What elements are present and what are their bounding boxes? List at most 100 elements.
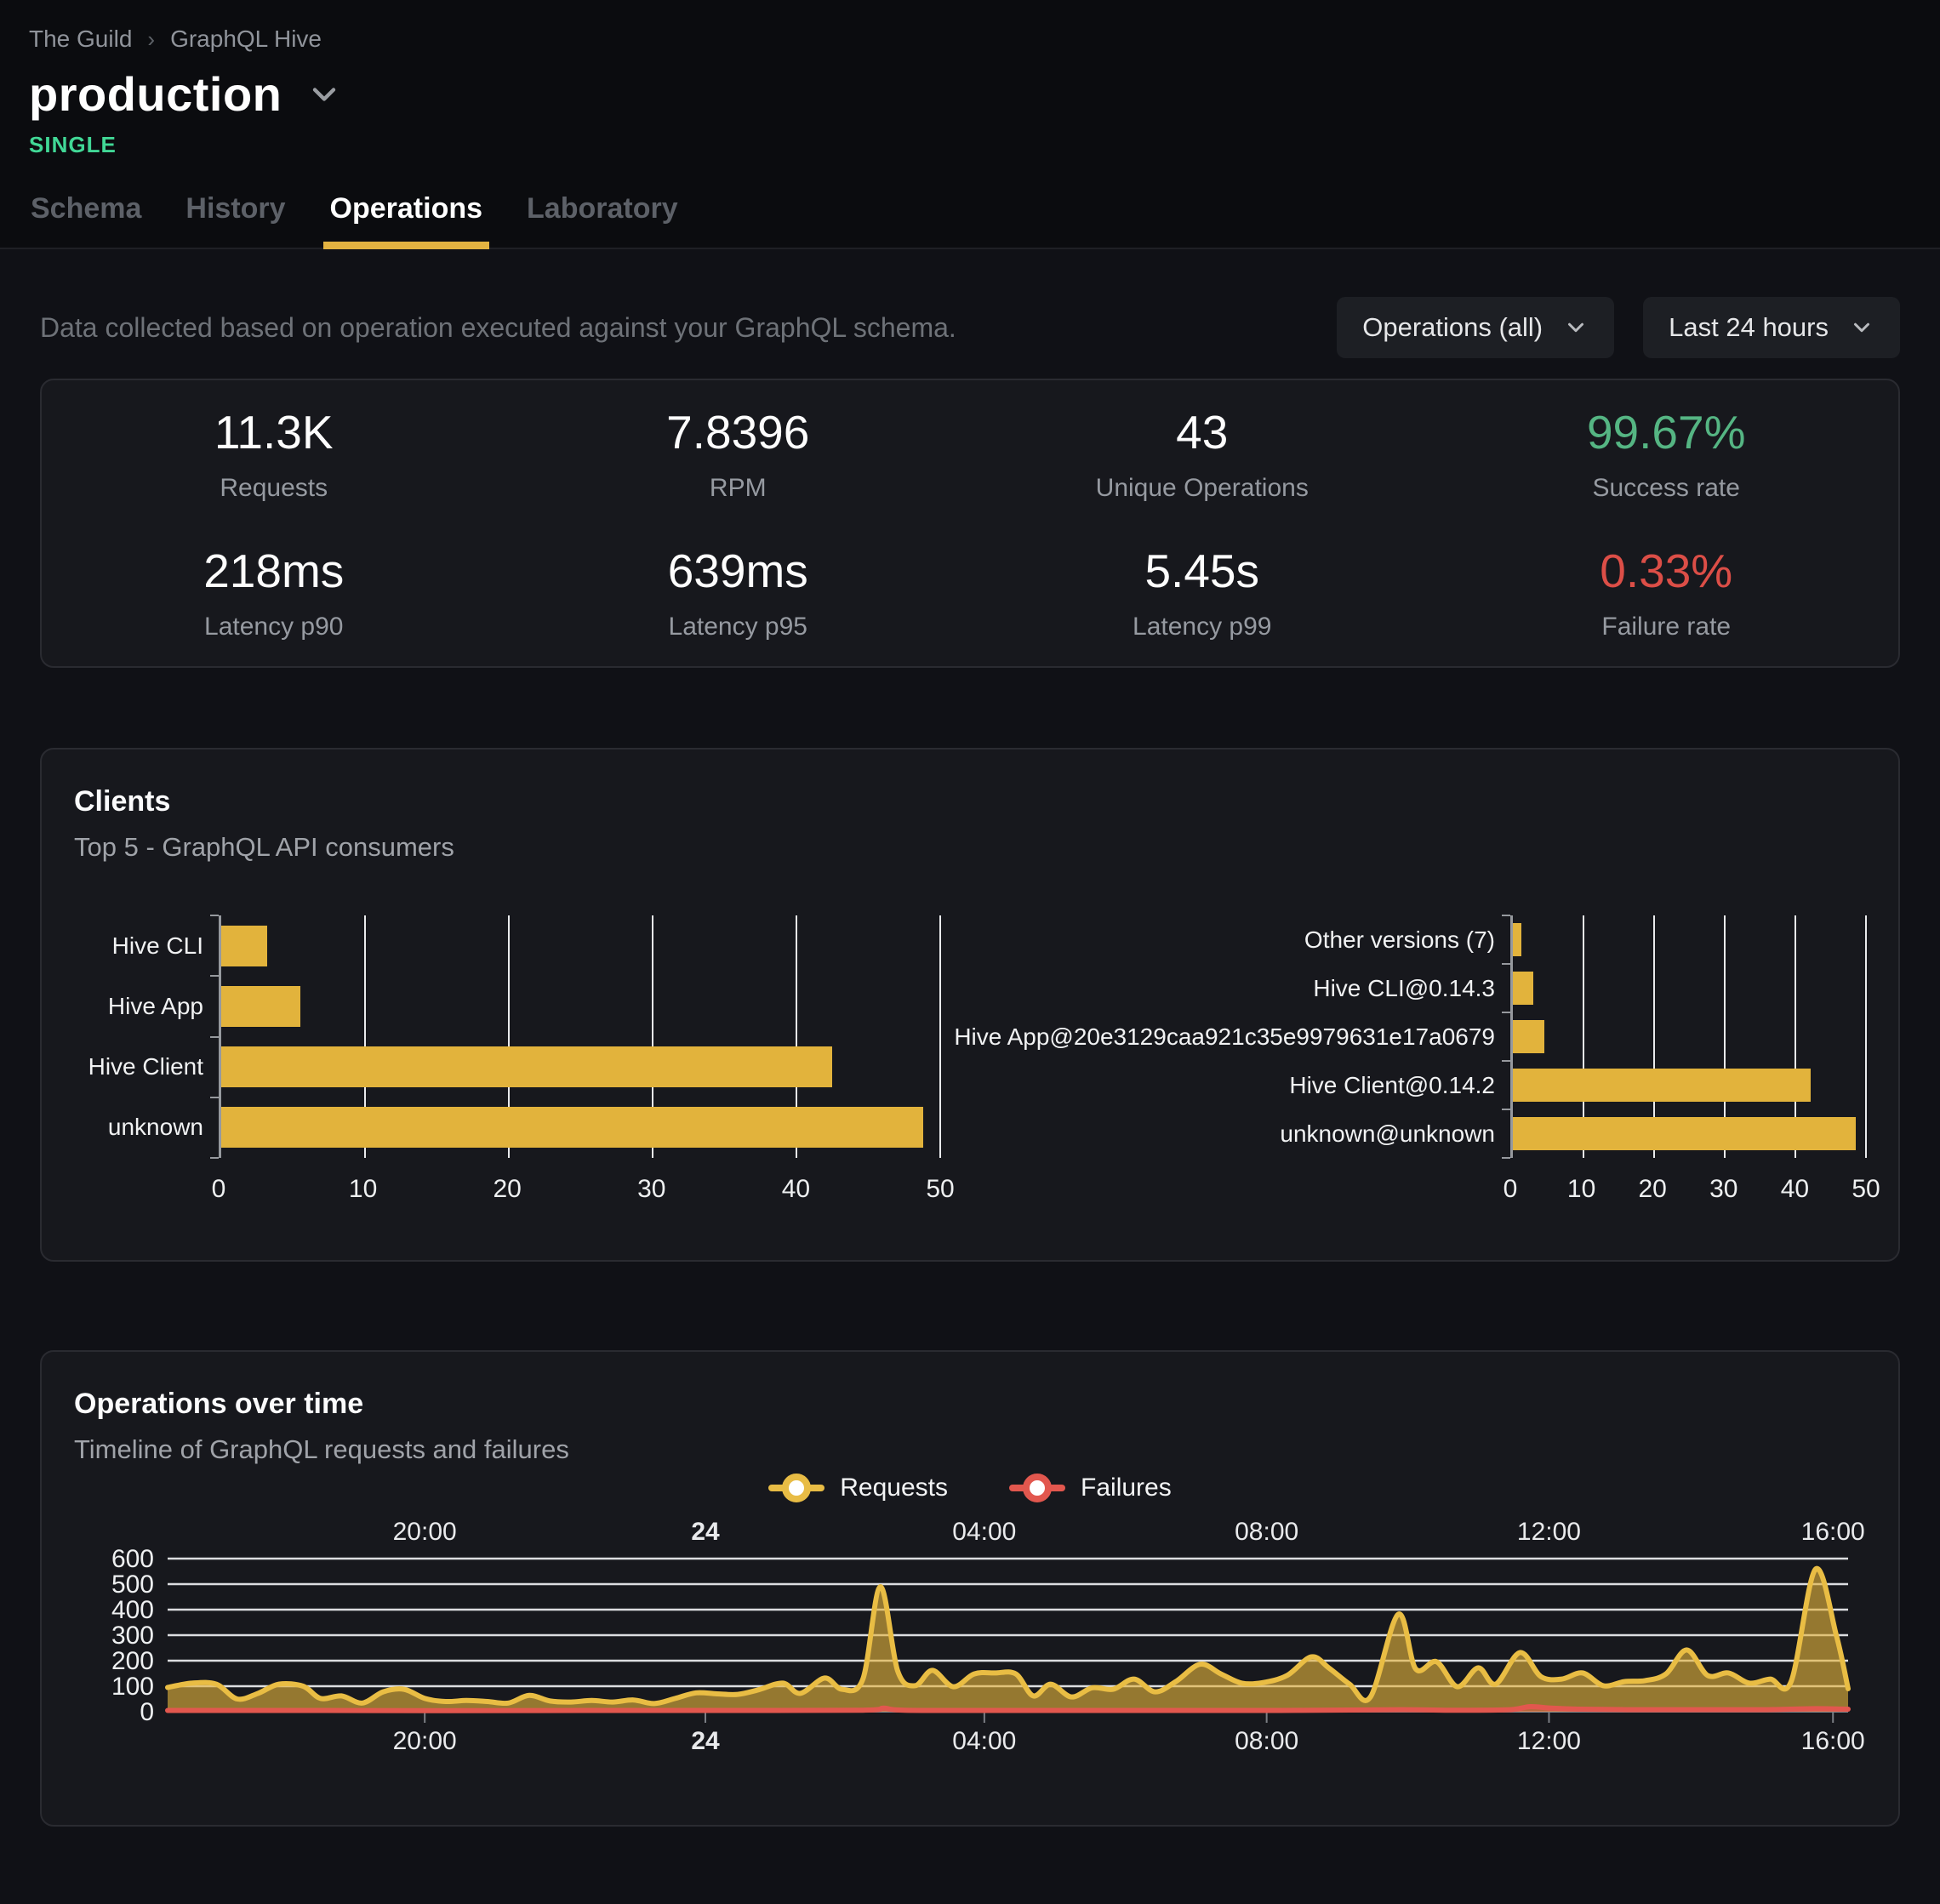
time-axis-label: 24 bbox=[691, 1727, 720, 1755]
series-area-requests bbox=[168, 1568, 1848, 1712]
y-axis-label: 0 bbox=[140, 1698, 154, 1726]
time-axis-label: 20:00 bbox=[393, 1727, 457, 1755]
y-axis-label: 200 bbox=[111, 1647, 154, 1675]
breadcrumb-link[interactable]: GraphQL Hive bbox=[170, 26, 322, 52]
operations-filter-select[interactable]: Operations (all) bbox=[1337, 297, 1615, 358]
axis-tick-label: 10 bbox=[1566, 1175, 1596, 1203]
clients-card-subtitle: Top 5 - GraphQL API consumers bbox=[74, 832, 454, 862]
stat-value: 218ms bbox=[203, 544, 345, 597]
bar-category-label: Hive Client@0.14.2 bbox=[1289, 1071, 1495, 1098]
chevron-right-icon: › bbox=[147, 26, 156, 52]
bar bbox=[1513, 1117, 1856, 1150]
axis-tick bbox=[210, 975, 219, 978]
tab-laboratory[interactable]: Laboratory bbox=[527, 192, 678, 225]
operations-over-time-card: Operations over time Timeline of GraphQL… bbox=[40, 1350, 1900, 1827]
bar-x-axis: 0 10 20 30 40 50 bbox=[1504, 1175, 1880, 1214]
page-title: production bbox=[29, 67, 282, 121]
axis-tick-label: 30 bbox=[637, 1175, 666, 1203]
axis-tick bbox=[1502, 915, 1510, 916]
bar-category-label: Hive App@20e3129caa921c35e9979631e17a067… bbox=[954, 1023, 1495, 1050]
axis-tick bbox=[1502, 1109, 1510, 1110]
period-filter-select[interactable]: Last 24 hours bbox=[1643, 297, 1900, 358]
bar-category-labels: Other versions (7) Hive CLI@0.14.3 Hive Ap… bbox=[954, 915, 1510, 1214]
series-line-requests bbox=[165, 1565, 1851, 1707]
series-line-failures bbox=[165, 1703, 1851, 1713]
stat-cell: 639ms Latency p95 bbox=[506, 544, 971, 641]
legend-item-failures[interactable]: Failures bbox=[1009, 1474, 1172, 1502]
time-axis-label: 12:00 bbox=[1517, 1518, 1581, 1546]
stat-cell: 11.3K Requests bbox=[42, 405, 506, 503]
bar-plot-area: 0 10 20 30 40 50 bbox=[1502, 915, 1880, 1214]
stat-cell: 43 Unique Operations bbox=[970, 405, 1435, 503]
chevron-down-icon bbox=[1854, 322, 1869, 333]
bar-plot bbox=[210, 915, 941, 1159]
axis-tick-label: 20 bbox=[493, 1175, 522, 1203]
timeline-chart: 0 100 200 300 400 500 600 20:00 20:00 24 24 04:00 04… bbox=[74, 1514, 1866, 1770]
stat-value: 43 bbox=[1176, 406, 1229, 459]
time-axis-label: 04:00 bbox=[952, 1727, 1016, 1755]
time-axis-label: 12:00 bbox=[1517, 1727, 1581, 1755]
axis-tick bbox=[210, 915, 219, 916]
bar bbox=[221, 925, 268, 966]
legend-dot bbox=[782, 1474, 812, 1502]
stat-cell: 218ms Latency p90 bbox=[42, 544, 506, 641]
y-axis-label: 500 bbox=[111, 1571, 154, 1599]
legend-marker-icon bbox=[1009, 1474, 1066, 1502]
gridline bbox=[364, 915, 366, 1158]
bar bbox=[221, 1046, 833, 1088]
gridline bbox=[1653, 915, 1655, 1158]
stat-value: 0.33% bbox=[1600, 544, 1733, 597]
bar-category-label: Other versions (7) bbox=[1304, 926, 1495, 953]
stat-value: 11.3K bbox=[214, 406, 334, 459]
y-axis-label: 300 bbox=[111, 1622, 154, 1650]
stat-label: Latency p90 bbox=[204, 613, 344, 641]
legend-label: Requests bbox=[840, 1474, 949, 1502]
y-axis-label: 100 bbox=[111, 1673, 154, 1701]
page-content: Data collected based on operation execut… bbox=[0, 297, 1940, 1827]
description-text: Data collected based on operation execut… bbox=[40, 311, 956, 343]
bar-category-labels: Hive CLI Hive App Hive Client unknown bbox=[74, 915, 219, 1214]
tab-schema[interactable]: Schema bbox=[31, 192, 142, 225]
stats-card: 11.3K Requests 7.8396 RPM 43 Unique Operation… bbox=[40, 379, 1900, 668]
bar-plot-area: 0 10 20 30 40 50 bbox=[210, 915, 955, 1214]
operations-card-title: Operations over time bbox=[74, 1388, 364, 1420]
page-header: The Guild › GraphQL Hive production SINGLE… bbox=[0, 0, 1940, 249]
operations-filter-value: Operations (all) bbox=[1362, 312, 1543, 342]
timeline-legend: Requests Failures bbox=[74, 1474, 1866, 1502]
stat-label: Unique Operations bbox=[1095, 474, 1309, 502]
axis-tick-label: 50 bbox=[1852, 1175, 1880, 1203]
axis-tick-label: 0 bbox=[211, 1175, 226, 1203]
stat-cell: 99.67% Success rate bbox=[1435, 405, 1899, 503]
axis-tick bbox=[1502, 1157, 1510, 1159]
bar-category-label: unknown bbox=[107, 1114, 203, 1141]
time-axis-label: 20:00 bbox=[393, 1518, 457, 1546]
stat-label: RPM bbox=[709, 474, 767, 502]
axis-tick bbox=[210, 1096, 219, 1098]
legend-item-requests[interactable]: Requests bbox=[768, 1474, 948, 1502]
stat-label: Latency p99 bbox=[1133, 613, 1272, 641]
target-selector[interactable]: production bbox=[29, 66, 343, 122]
stat-value: 639ms bbox=[667, 544, 808, 597]
clients-card-title: Clients bbox=[74, 785, 171, 818]
bar-category-label: Hive CLI bbox=[111, 932, 203, 959]
chevron-down-icon bbox=[1568, 322, 1584, 333]
bar bbox=[1513, 923, 1521, 956]
gridline bbox=[652, 915, 653, 1158]
stat-value: 7.8396 bbox=[666, 406, 810, 459]
client-versions-bar-chart: Other versions (7) Hive CLI@0.14.3 Hive Ap… bbox=[954, 915, 1880, 1214]
period-filter-value: Last 24 hours bbox=[1669, 312, 1829, 342]
tab-operations[interactable]: Operations bbox=[322, 192, 490, 249]
axis-tick-label: 0 bbox=[1503, 1175, 1518, 1203]
controls-row: Data collected based on operation execut… bbox=[40, 297, 1900, 358]
bar-x-axis: 0 10 20 30 40 50 bbox=[212, 1175, 955, 1214]
bar bbox=[1513, 1020, 1545, 1053]
stat-label: Latency p95 bbox=[668, 613, 807, 641]
time-axis-label: 08:00 bbox=[1235, 1518, 1298, 1546]
breadcrumb-link[interactable]: The Guild bbox=[29, 26, 133, 52]
bar-plot bbox=[1502, 915, 1867, 1159]
gridline bbox=[796, 915, 797, 1158]
axis-tick-label: 10 bbox=[348, 1175, 378, 1203]
tab-history[interactable]: History bbox=[185, 192, 286, 225]
legend-dot bbox=[1023, 1474, 1053, 1502]
